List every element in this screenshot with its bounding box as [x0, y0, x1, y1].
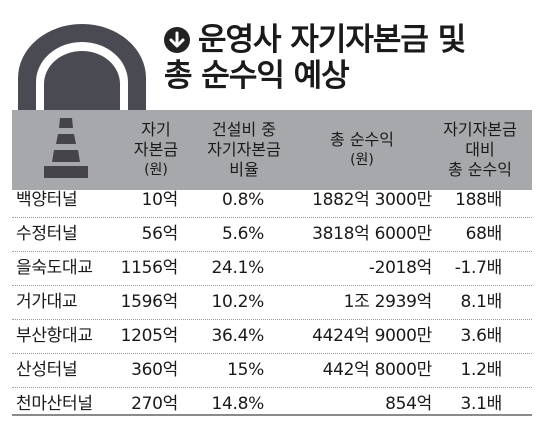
profit-value: 1882억 3000만	[312, 190, 432, 210]
title-area: 운영사 자기자본금 및 총 순수익 예상	[0, 0, 544, 110]
multiple-value: 1.2배	[460, 360, 503, 380]
table-row: 부산항대교 1205억 36.4% 4424억 9000만 3.6배	[12, 319, 532, 354]
column-header-capital: 자기 자본금 (원)	[133, 120, 179, 178]
multiple-value: 3.6배	[460, 326, 503, 346]
ratio-value: 5.6%	[222, 224, 264, 244]
profit-value: 4424억 9000만	[312, 326, 432, 346]
ratio-value: 24.1%	[211, 258, 264, 278]
table-row: 을숙도대교 1156억 24.1% -2018억 -1.7배	[12, 251, 532, 286]
ratio-value: 15%	[227, 360, 264, 380]
capital-value: 10억	[141, 190, 179, 210]
multiple-value: -1.7배	[454, 258, 503, 278]
table-header: 자기 자본금 (원) 건설비 중 자기자본금 비율 총 순수익 (원) 자기자본…	[12, 110, 532, 190]
capital-value: 270억	[131, 394, 178, 414]
column-header-ratio: 건설비 중 자기자본금 비율	[207, 120, 281, 179]
table-row: 백양터널 10억 0.8% 1882억 3000만 188배	[12, 183, 532, 218]
facility-name: 부산항대교	[16, 326, 93, 346]
profit-value: 3818억 6000만	[312, 224, 432, 244]
bottom-divider	[12, 414, 532, 416]
table-row: 거가대교 1596억 10.2% 1조 2939억 8.1배	[12, 285, 532, 320]
profit-value: 442억 8000만	[322, 360, 433, 380]
profit-value: 854억	[385, 394, 432, 414]
capital-value: 1156억	[120, 258, 179, 278]
multiple-value: 3.1배	[460, 394, 503, 414]
page-title: 운영사 자기자본금 및 총 순수익 예상	[164, 22, 536, 94]
title-line-1: 운영사 자기자본금 및	[198, 22, 466, 58]
multiple-value: 188배	[455, 190, 502, 210]
traffic-cone-icon	[44, 118, 88, 178]
column-header-profit: 총 순수익 (원)	[330, 130, 394, 168]
profit-value: -2018억	[368, 258, 433, 278]
facility-name: 천마산터널	[16, 394, 93, 414]
table-row: 수정터널 56억 5.6% 3818억 6000만 68배	[12, 217, 532, 252]
profit-value: 1조 2939억	[343, 292, 433, 312]
capital-value: 1596억	[120, 292, 179, 312]
ratio-value: 0.8%	[222, 190, 264, 210]
facility-name: 거가대교	[16, 292, 78, 312]
capital-value: 1205억	[120, 326, 179, 346]
column-header-multiple: 자기자본금 대비 총 순수익	[443, 120, 517, 179]
capital-value: 56억	[141, 224, 179, 244]
arrow-down-icon	[164, 27, 190, 53]
capital-value: 360억	[131, 360, 178, 380]
facility-name: 백양터널	[16, 190, 78, 210]
multiple-value: 8.1배	[460, 292, 503, 312]
table-row: 산성터널 360억 15% 442억 8000만 1.2배	[12, 353, 532, 388]
facility-name: 산성터널	[16, 360, 78, 380]
ratio-value: 10.2%	[211, 292, 264, 312]
ratio-value: 36.4%	[211, 326, 264, 346]
title-line-2: 총 순수익 예상	[164, 58, 350, 94]
facility-name: 수정터널	[16, 224, 78, 244]
table-row: 천마산터널 270억 14.8% 854억 3.1배	[12, 387, 532, 421]
tunnel-icon	[18, 24, 146, 110]
multiple-value: 68배	[465, 224, 503, 244]
facility-name: 을숙도대교	[16, 258, 93, 278]
ratio-value: 14.8%	[211, 394, 264, 414]
